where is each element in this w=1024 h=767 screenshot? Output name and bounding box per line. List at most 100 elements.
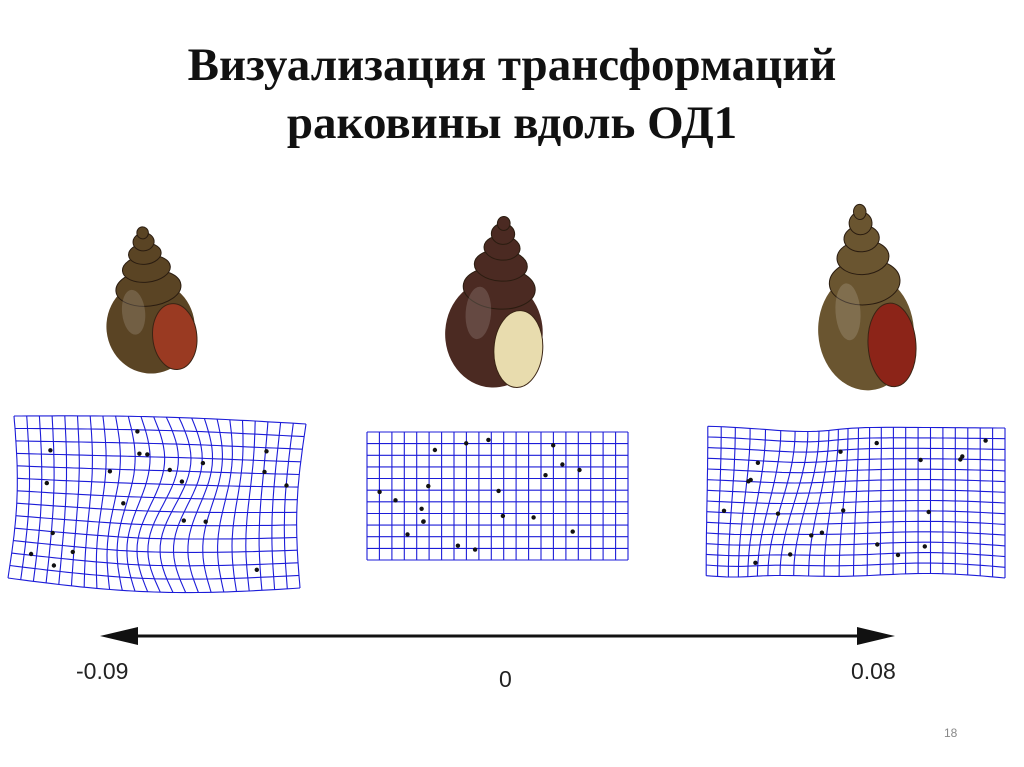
grid-row-line (707, 425, 1005, 433)
grid-row-line (17, 477, 299, 488)
grid-column-line (866, 427, 871, 576)
grid-row-line (11, 552, 299, 567)
landmark-point (181, 518, 186, 523)
grid-column-line (727, 427, 736, 577)
grid-column-line (779, 431, 809, 576)
snail-shell-left (106, 226, 198, 374)
grid-row-line (14, 415, 307, 425)
grid-column-line (838, 428, 849, 577)
grid-column-line (245, 420, 256, 591)
grid-column-line (808, 430, 830, 577)
landmark-point (464, 441, 469, 446)
page-number: 18 (944, 726, 958, 740)
grid-column-line (217, 419, 233, 593)
grid-column-line (296, 423, 307, 589)
landmark-point (51, 563, 57, 568)
landmark-point (755, 460, 761, 465)
grid-column-line (147, 416, 179, 593)
landmark-point (560, 462, 565, 467)
deformation-grids (7, 415, 1006, 594)
grid-row-line (13, 540, 298, 553)
grid-column-line (271, 422, 282, 590)
landmark-point (809, 533, 814, 538)
landmark-point (145, 452, 150, 457)
grid-row-line (706, 541, 1006, 547)
landmark-point (788, 552, 793, 557)
grid-column-line (231, 420, 244, 592)
slide-title: Визуализация трансформаций раковины вдол… (0, 36, 1024, 152)
grid-column-line (116, 416, 136, 591)
grid-column-line (705, 426, 709, 576)
grid-column-line (823, 429, 839, 577)
grid-column-line (95, 415, 107, 589)
grid-row-line (706, 520, 1006, 525)
landmark-point (262, 469, 267, 475)
grid-row-line (707, 468, 1006, 474)
shell-highlight (835, 283, 861, 341)
grid-column-line (283, 423, 294, 589)
landmark-point (405, 532, 410, 537)
grid-column-line (58, 415, 68, 585)
shell-aperture (867, 302, 917, 388)
landmark-point (203, 519, 208, 524)
grid-column-line (106, 416, 121, 590)
grid-row-line (9, 564, 300, 580)
axis-max-label: 0.08 (851, 658, 896, 684)
grid-column-line (126, 416, 151, 592)
shell-highlight (465, 286, 492, 340)
landmark-point (50, 530, 55, 536)
grid-row-line (706, 552, 1006, 558)
landmark-point (472, 547, 478, 552)
landmark-point (455, 543, 461, 548)
grid-column-line (767, 431, 796, 576)
deformation-grid-right (705, 425, 1006, 579)
grid-column-line (852, 427, 860, 577)
grid-column-line (70, 415, 80, 586)
grid-column-line (7, 415, 18, 579)
snail-shell-right (818, 203, 917, 391)
grid-row-line (706, 562, 1006, 568)
grid-row-line (707, 447, 1006, 453)
landmark-point (264, 449, 269, 454)
axis-min-label: -0.09 (76, 658, 129, 684)
grid-column-line (20, 415, 31, 580)
grid-column-line (136, 416, 166, 593)
landmark-point (135, 429, 140, 434)
od1-axis (100, 627, 895, 645)
landmark-point (419, 506, 424, 511)
shell-aperture (152, 303, 198, 370)
landmark-point (284, 483, 289, 488)
landmark-point (393, 498, 398, 503)
landmark-point (496, 488, 501, 494)
grid-row-line (7, 577, 301, 594)
shell-aperture (493, 310, 544, 388)
axis-zero-label: 0 (499, 666, 512, 692)
shell-highlight (121, 289, 146, 335)
landmark-point (543, 473, 548, 478)
grid-row-line (17, 465, 300, 476)
landmark-point (570, 529, 575, 534)
grid-row-line (707, 436, 1006, 443)
landmark-point (721, 508, 727, 513)
shell-images (106, 203, 917, 391)
grid-row-line (15, 515, 297, 527)
grid-row-line (706, 572, 1006, 579)
landmark-point (577, 467, 582, 473)
landmark-point (48, 448, 53, 453)
landmark-point (748, 477, 753, 483)
landmark-point (28, 551, 34, 557)
grid-column-line (32, 415, 43, 582)
landmark-point (753, 560, 758, 565)
grid-column-line (756, 430, 782, 577)
landmark-point (531, 515, 536, 520)
landmark-point (775, 511, 781, 516)
landmark-point (875, 542, 880, 547)
landmark-point (841, 508, 846, 513)
shell-spire-whorl (496, 215, 511, 231)
grid-column-line (793, 431, 820, 576)
landmark-point (819, 530, 825, 535)
shell-spire-whorl (136, 226, 149, 240)
title-line-2: раковины вдоль ОД1 (286, 97, 738, 149)
grid-row-line (16, 452, 301, 463)
